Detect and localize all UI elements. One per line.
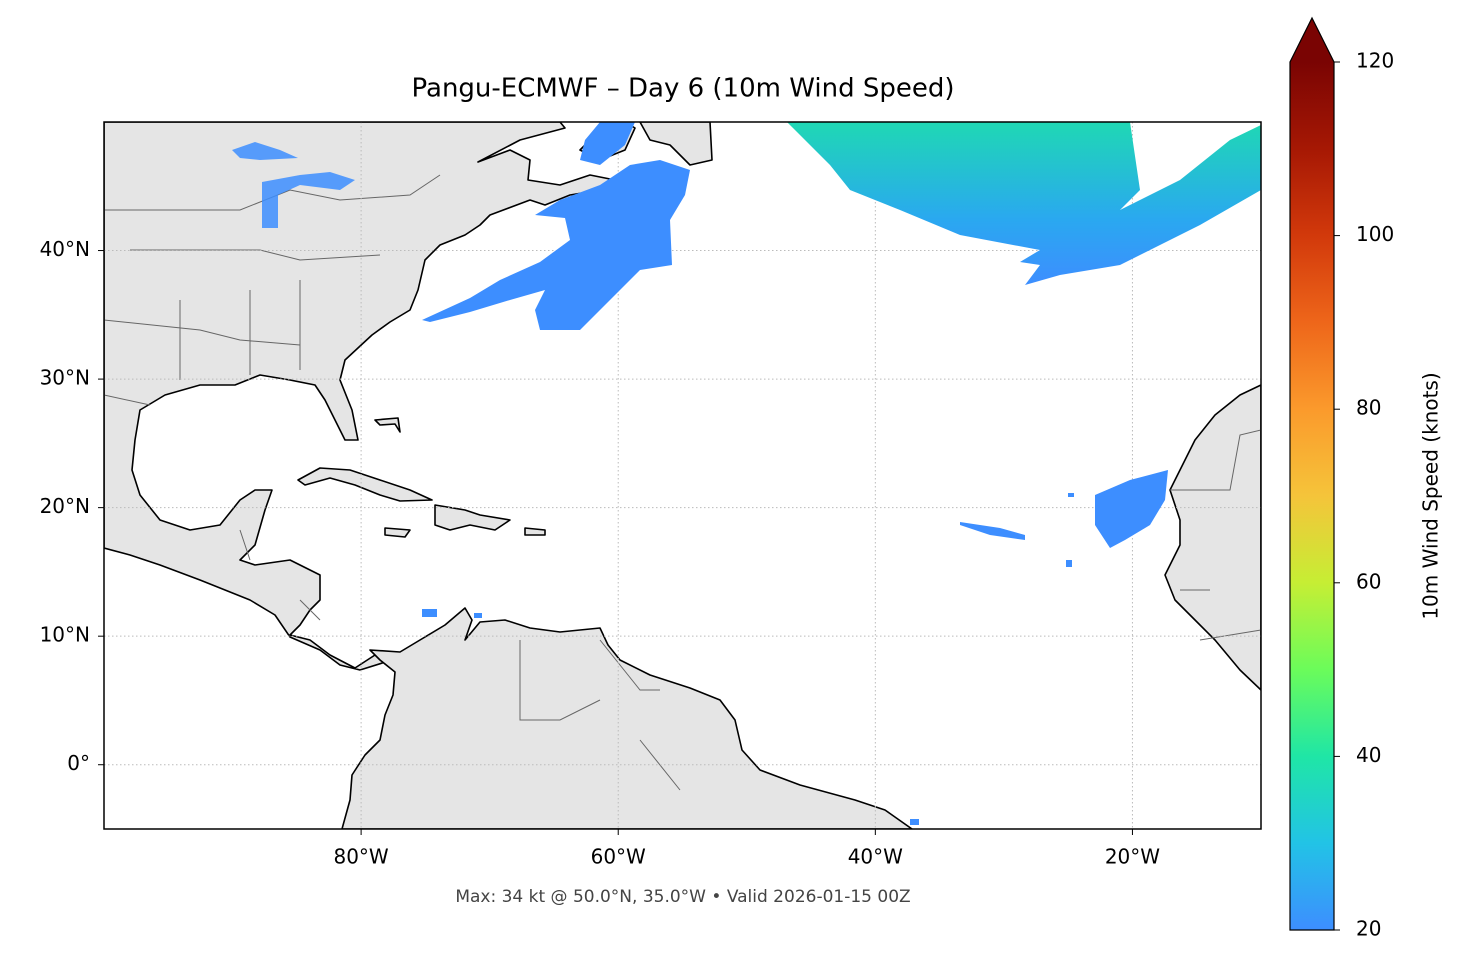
colorbar-label: 10m Wind Speed (knots) <box>1419 372 1443 619</box>
y-tick-label: 20°N <box>40 494 90 518</box>
colorbar-outline <box>1289 16 1335 931</box>
south-america <box>341 607 913 829</box>
colorbar-tick-label: 120 <box>1356 49 1394 73</box>
x-tick-label: 40°W <box>848 845 903 869</box>
y-tick-label: 0° <box>67 751 90 775</box>
map-frame <box>103 121 1262 830</box>
bahamas <box>374 417 401 433</box>
labrador <box>639 122 713 166</box>
x-tick-label: 20°W <box>1105 845 1160 869</box>
footer-note: Max: 34 kt @ 50.0°N, 35.0°W • Valid 2026… <box>455 887 910 907</box>
puerto-rico <box>524 527 546 536</box>
y-tick-label: 30°N <box>40 366 90 390</box>
x-tick-label: 80°W <box>333 845 388 869</box>
y-tick-label: 10°N <box>40 623 90 647</box>
wind-north-atlantic <box>787 122 1261 285</box>
colorbar: 20 40 60 80 100 120 <box>1289 16 1394 941</box>
hispaniola <box>434 504 511 531</box>
colorbar-extend <box>1290 18 1334 62</box>
colorbar-tick-label: 60 <box>1356 569 1381 593</box>
colorbar-tick-label: 20 <box>1356 917 1381 941</box>
colorbar-tick-label: 40 <box>1356 743 1381 767</box>
map-area <box>104 122 1261 829</box>
jamaica <box>384 527 411 538</box>
wind-gulf-stream <box>422 122 690 330</box>
africa <box>1164 384 1261 691</box>
colorbar-tick-label: 100 <box>1356 222 1394 246</box>
colorbar-body <box>1290 62 1334 930</box>
chart-title: Pangu-ECMWF – Day 6 (10m Wind Speed) <box>412 74 955 104</box>
wind-trade <box>960 522 1025 540</box>
x-tick-label: 60°W <box>591 845 646 869</box>
wind-great-lakes <box>232 142 355 228</box>
y-tick-label: 40°N <box>40 237 90 261</box>
colorbar-tick-label: 80 <box>1356 396 1381 420</box>
wind-canaries <box>1066 470 1168 567</box>
cuba <box>297 467 433 502</box>
